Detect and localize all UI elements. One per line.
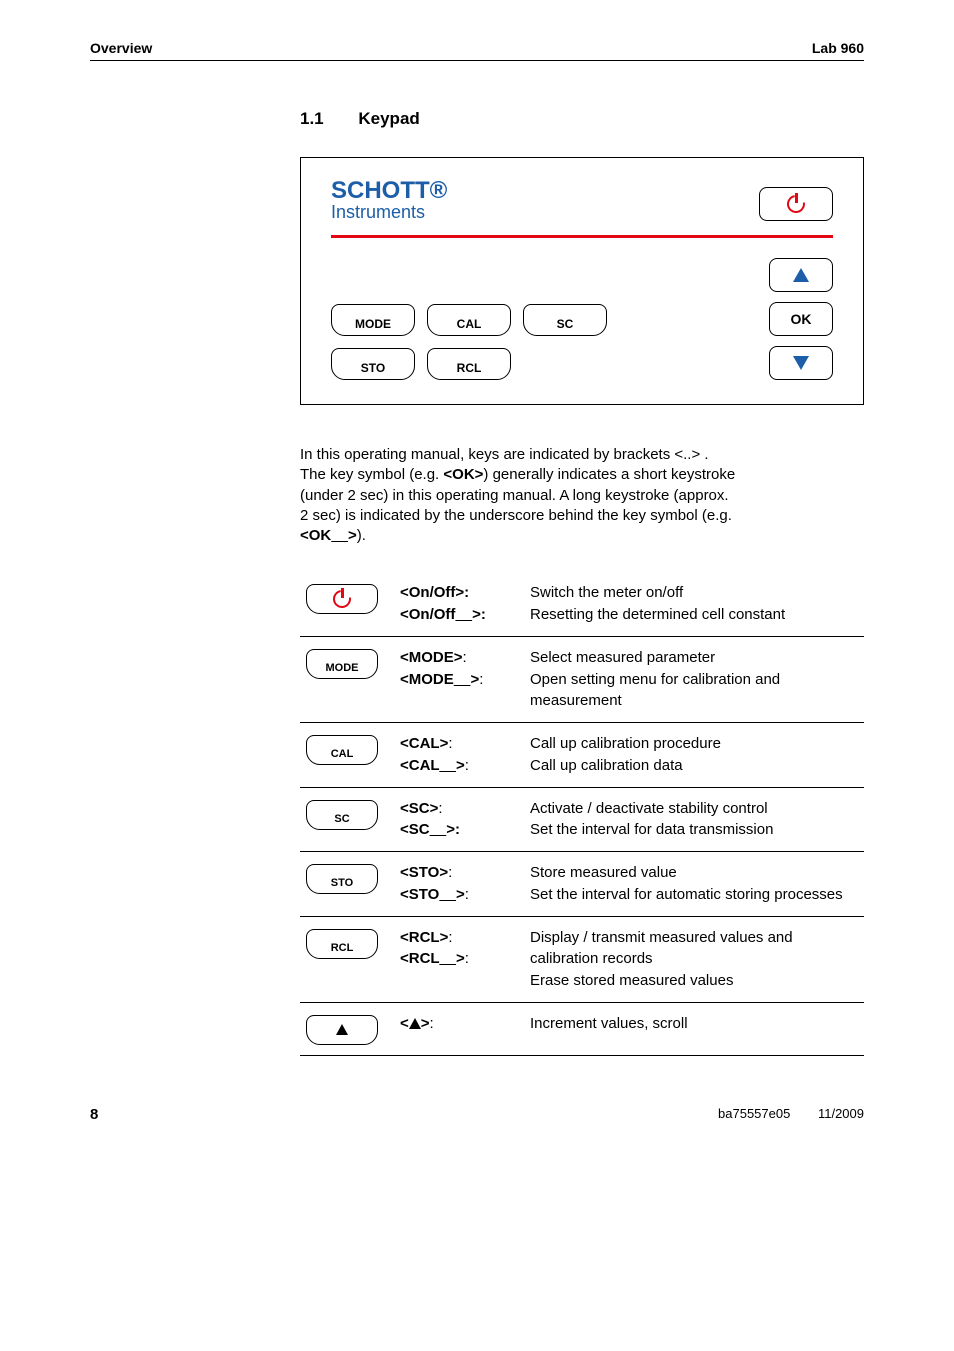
power-key — [759, 187, 833, 221]
key-description-cell: Call up calibration procedureCall up cal… — [524, 723, 864, 788]
intro-paragraph: In this operating manual, keys are indic… — [300, 445, 864, 546]
key-symbol-cell: <RCL>:<RCL >: — [394, 916, 524, 1002]
keys-table: <On/Off>:<On/Off >:Switch the meter on/o… — [300, 572, 864, 1056]
key-icon-cell: CAL — [300, 723, 394, 788]
page-number: 8 — [90, 1106, 98, 1123]
key-description-cell: Display / transmit measured values and c… — [524, 916, 864, 1002]
key-icon-cell: SC — [300, 787, 394, 852]
page-header: Overview Lab 960 — [90, 40, 864, 61]
ok-key: OK — [769, 302, 833, 336]
triangle-up-icon — [793, 268, 809, 282]
key-description-cell: Increment values, scroll — [524, 1002, 864, 1055]
up-arrow-key-icon — [306, 1015, 378, 1045]
section-heading: 1.1 Keypad — [300, 109, 864, 129]
header-model: Lab 960 — [812, 40, 864, 56]
power-key-icon — [306, 584, 378, 614]
key-icon-cell — [300, 1002, 394, 1055]
sc-key-icon: SC — [306, 800, 378, 830]
key-symbol-cell: <On/Off>:<On/Off >: — [394, 572, 524, 636]
footer-date: 11/2009 — [818, 1106, 864, 1121]
down-key — [769, 346, 833, 380]
table-row: MODE <MODE>:<MODE >:Select measured param… — [300, 636, 864, 722]
cal-key-icon: CAL — [306, 735, 378, 765]
table-row: <>:Increment values, scroll — [300, 1002, 864, 1055]
logo-line2: Instruments — [331, 203, 447, 221]
mode-key: MODE — [331, 304, 415, 336]
page-footer: 8 ba75557e05 11/2009 — [90, 1106, 864, 1123]
key-symbol-cell: <MODE>:<MODE >: — [394, 636, 524, 722]
keypad-diagram: SCHOTT® Instruments MODE CAL SC STO — [300, 157, 864, 405]
rcl-key: RCL — [427, 348, 511, 380]
key-symbol-cell: <STO>:<STO >: — [394, 852, 524, 917]
sto-key: STO — [331, 348, 415, 380]
mode-key-icon: MODE — [306, 649, 378, 679]
table-row: <On/Off>:<On/Off >:Switch the meter on/o… — [300, 572, 864, 636]
rcl-key-icon: RCL — [306, 929, 378, 959]
table-row: RCL <RCL>:<RCL >:Display / transmit measu… — [300, 916, 864, 1002]
table-row: STO <STO>:<STO >:Store measured valueSet … — [300, 852, 864, 917]
cal-key: CAL — [427, 304, 511, 336]
key-description-cell: Store measured valueSet the interval for… — [524, 852, 864, 917]
key-description-cell: Select measured parameterOpen setting me… — [524, 636, 864, 722]
key-symbol-cell: <CAL>:<CAL >: — [394, 723, 524, 788]
table-row: CAL <CAL>:<CAL >:Call up calibration proc… — [300, 723, 864, 788]
triangle-up-icon — [336, 1024, 348, 1035]
section-number: 1.1 — [300, 109, 324, 128]
key-description-cell: Switch the meter on/offResetting the det… — [524, 572, 864, 636]
power-icon — [787, 195, 805, 213]
triangle-up-icon — [409, 1018, 421, 1029]
key-description-cell: Activate / deactivate stability controlS… — [524, 787, 864, 852]
section-title: Keypad — [358, 109, 419, 128]
sto-key-icon: STO — [306, 864, 378, 894]
triangle-down-icon — [793, 356, 809, 370]
key-symbol-cell: <SC>:<SC >: — [394, 787, 524, 852]
logo-line1: SCHOTT® — [331, 178, 447, 203]
up-key — [769, 258, 833, 292]
schott-logo: SCHOTT® Instruments — [331, 178, 447, 221]
key-icon-cell: MODE — [300, 636, 394, 722]
key-symbol-cell: <>: — [394, 1002, 524, 1055]
key-icon-cell: STO — [300, 852, 394, 917]
header-section: Overview — [90, 40, 152, 56]
sc-key: SC — [523, 304, 607, 336]
key-icon-cell: RCL — [300, 916, 394, 1002]
key-icon-cell — [300, 572, 394, 636]
footer-doc: ba75557e05 — [718, 1106, 790, 1121]
table-row: SC <SC>:<SC >:Activate / deactivate stabi… — [300, 787, 864, 852]
